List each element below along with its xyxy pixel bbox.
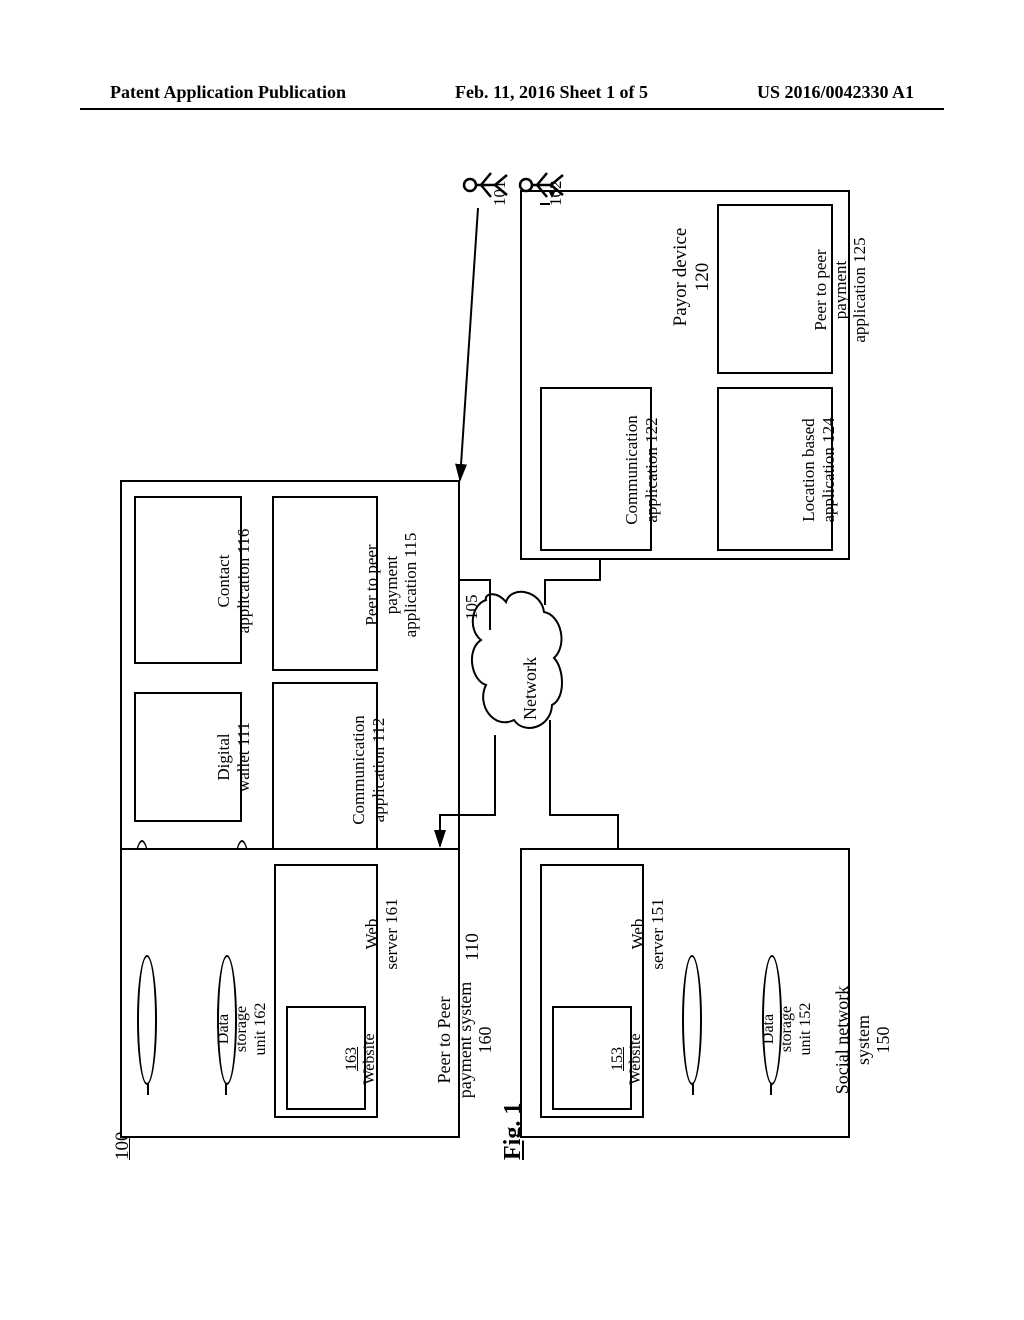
diagram: 100 Fig. 1 Requester device 110 Contact … — [100, 160, 924, 1190]
payor-location-app-box: Location based application 124 — [717, 387, 833, 551]
header-center: Feb. 11, 2016 Sheet 1 of 5 — [455, 82, 648, 103]
p2p-system: Peer to Peer payment system 160 Data sto… — [120, 848, 460, 1138]
p2p-webserver-label: Web server 161 — [362, 874, 401, 994]
header-right: US 2016/0042330 A1 — [757, 82, 914, 103]
payor-p2p-app-box: Peer to peer payment application 125 — [717, 204, 833, 374]
user-arrows — [450, 190, 560, 500]
payor-title: Payor device 120 — [670, 202, 714, 352]
payor-p2p-app-label: Peer to peer payment application 125 — [811, 210, 870, 370]
patent-header: Patent Application Publication Feb. 11, … — [0, 82, 1024, 103]
digital-wallet-box: Digital wallet 111 — [134, 692, 242, 822]
req-p2p-app-box: Peer to peer payment application 115 — [272, 496, 378, 671]
payor-location-app-label: Location based application 124 — [799, 391, 838, 549]
contact-app-box: Contact application 116 — [134, 496, 242, 664]
network-ref: 105 — [462, 595, 482, 621]
social-storage-cylinder: Data storage unit 152 — [682, 965, 782, 1115]
req-comm-app-label: Communication application 112 — [349, 690, 388, 850]
contact-app-label: Contact application 116 — [214, 506, 253, 656]
social-website-label: 153 Website — [609, 1014, 646, 1104]
req-p2p-app-label: Peer to peer payment application 115 — [362, 504, 421, 666]
social-webserver-label: Web server 151 — [628, 874, 667, 994]
p2p-website-label: 163 Website — [343, 1014, 380, 1104]
payor-comm-app-label: Communication application 122 — [622, 391, 661, 549]
header-rule — [80, 108, 944, 110]
social-title: Social network system 150 — [832, 950, 894, 1130]
p2p-webserver-box: Web server 161 163 Website — [274, 864, 378, 1118]
network-label: Network — [520, 657, 541, 720]
social-webserver-box: Web server 151 153 Website — [540, 864, 644, 1118]
header-left: Patent Application Publication — [110, 82, 346, 103]
p2p-storage-label: Data storage unit 162 — [215, 969, 270, 1089]
social-storage-label: Data storage unit 152 — [760, 969, 815, 1089]
p2p-title: Peer to Peer payment system 160 — [434, 950, 496, 1130]
social-system: Social network system 150 Web server 151… — [520, 848, 850, 1138]
p2p-website-box: 163 Website — [286, 1006, 366, 1110]
payor-arrow — [530, 172, 550, 196]
social-website-box: 153 Website — [552, 1006, 632, 1110]
req-comm-app-box: Communication application 112 — [272, 682, 378, 854]
payor-device: Payor device 120 Communication applicati… — [520, 190, 850, 560]
page: Patent Application Publication Feb. 11, … — [0, 0, 1024, 1320]
digital-wallet-label: Digital wallet 111 — [214, 702, 253, 812]
p2p-storage-cylinder: Data storage unit 162 — [137, 965, 237, 1115]
